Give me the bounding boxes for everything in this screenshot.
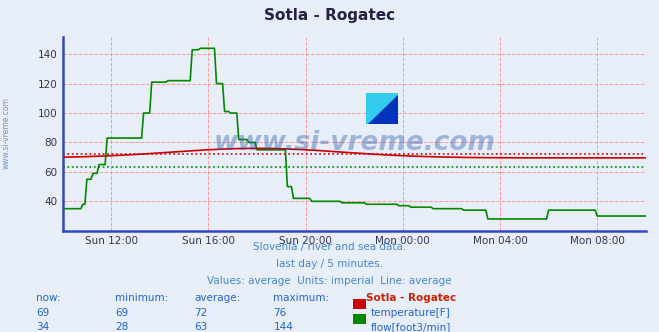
Text: minimum:: minimum: (115, 293, 169, 303)
Text: Values: average  Units: imperial  Line: average: Values: average Units: imperial Line: av… (207, 276, 452, 286)
Text: 69: 69 (36, 308, 49, 318)
Text: maximum:: maximum: (273, 293, 330, 303)
Polygon shape (366, 93, 398, 124)
Polygon shape (366, 93, 398, 124)
Text: Slovenia / river and sea data.: Slovenia / river and sea data. (253, 242, 406, 252)
Text: 34: 34 (36, 322, 49, 332)
Text: temperature[F]: temperature[F] (370, 308, 450, 318)
Text: 76: 76 (273, 308, 287, 318)
Text: last day / 5 minutes.: last day / 5 minutes. (276, 259, 383, 269)
Text: Sotla - Rogatec: Sotla - Rogatec (366, 293, 456, 303)
Text: flow[foot3/min]: flow[foot3/min] (370, 322, 451, 332)
Text: www.si-vreme.com: www.si-vreme.com (214, 130, 495, 156)
Text: average:: average: (194, 293, 241, 303)
Text: 144: 144 (273, 322, 293, 332)
Text: www.si-vreme.com: www.si-vreme.com (2, 97, 11, 169)
Text: 63: 63 (194, 322, 208, 332)
Text: 72: 72 (194, 308, 208, 318)
Text: now:: now: (36, 293, 61, 303)
Text: Sotla - Rogatec: Sotla - Rogatec (264, 8, 395, 23)
Text: 28: 28 (115, 322, 129, 332)
Text: 69: 69 (115, 308, 129, 318)
